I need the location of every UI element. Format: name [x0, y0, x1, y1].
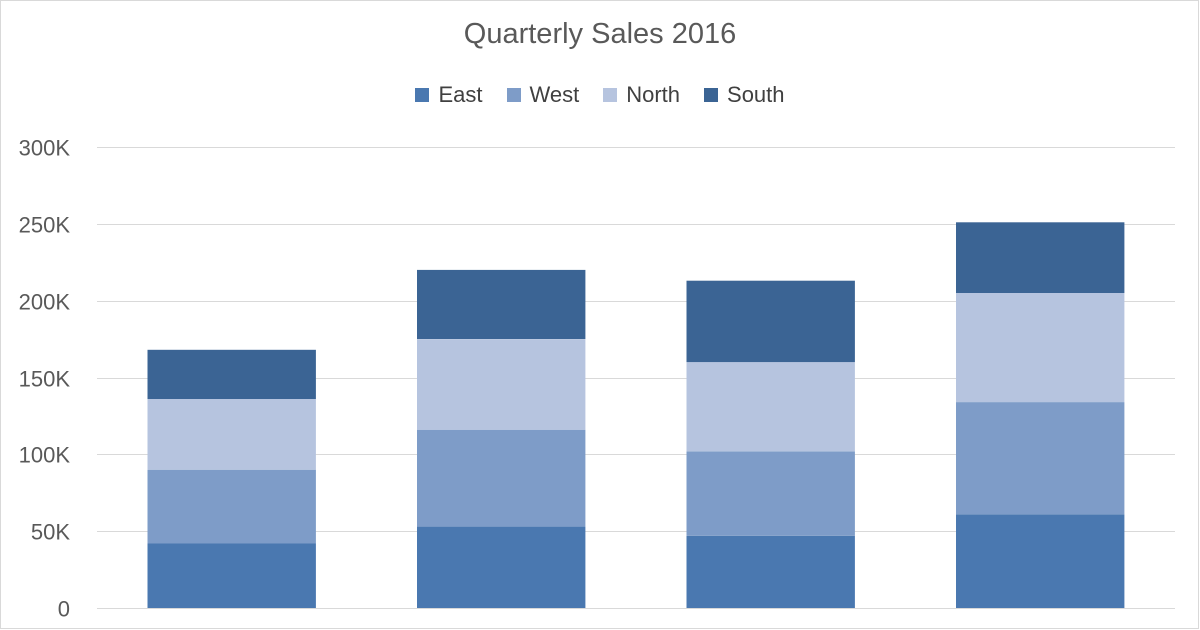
bar-east-q4 — [956, 514, 1125, 608]
bar-east-q3 — [686, 535, 855, 608]
y-tick-label: 300K — [19, 136, 71, 161]
legend-swatch-north — [603, 88, 618, 102]
y-tick-label: 200K — [19, 290, 71, 315]
bar-north-q4 — [956, 293, 1125, 403]
bar-west-q1 — [147, 469, 316, 544]
y-tick-label: 50K — [31, 520, 70, 545]
bar-north-q1 — [147, 399, 316, 470]
bar-north-q2 — [417, 339, 586, 430]
legend-swatch-west — [506, 88, 521, 102]
legend-item-east: East — [415, 82, 483, 108]
legend-item-north: North — [603, 82, 680, 108]
legend-label-south: South — [727, 82, 785, 107]
legend-swatch-south — [704, 88, 719, 102]
legend-label-east: East — [438, 82, 483, 107]
chart-title: Quarterly Sales 2016 — [463, 18, 737, 50]
legend-label-north: North — [626, 82, 681, 107]
y-tick-label: 150K — [19, 367, 71, 392]
bar-west-q2 — [417, 429, 586, 527]
y-tick-label: 250K — [19, 213, 71, 238]
bar-west-q4 — [956, 402, 1125, 515]
bar-south-q4 — [956, 222, 1125, 293]
bar-east-q1 — [147, 543, 316, 608]
bar-south-q3 — [686, 280, 855, 363]
legend: East West North South — [0, 82, 1200, 108]
bar-east-q2 — [417, 526, 586, 608]
legend-item-south: South — [704, 82, 785, 108]
bar-south-q2 — [417, 269, 586, 339]
legend-label-west: West — [529, 82, 580, 107]
bar-north-q3 — [686, 362, 855, 452]
y-tick-label: 0 — [58, 597, 70, 622]
bar-west-q3 — [686, 451, 855, 536]
legend-swatch-east — [415, 88, 430, 102]
bar-south-q1 — [147, 349, 316, 399]
legend-item-west: West — [506, 82, 580, 108]
y-tick-label: 100K — [19, 443, 71, 468]
